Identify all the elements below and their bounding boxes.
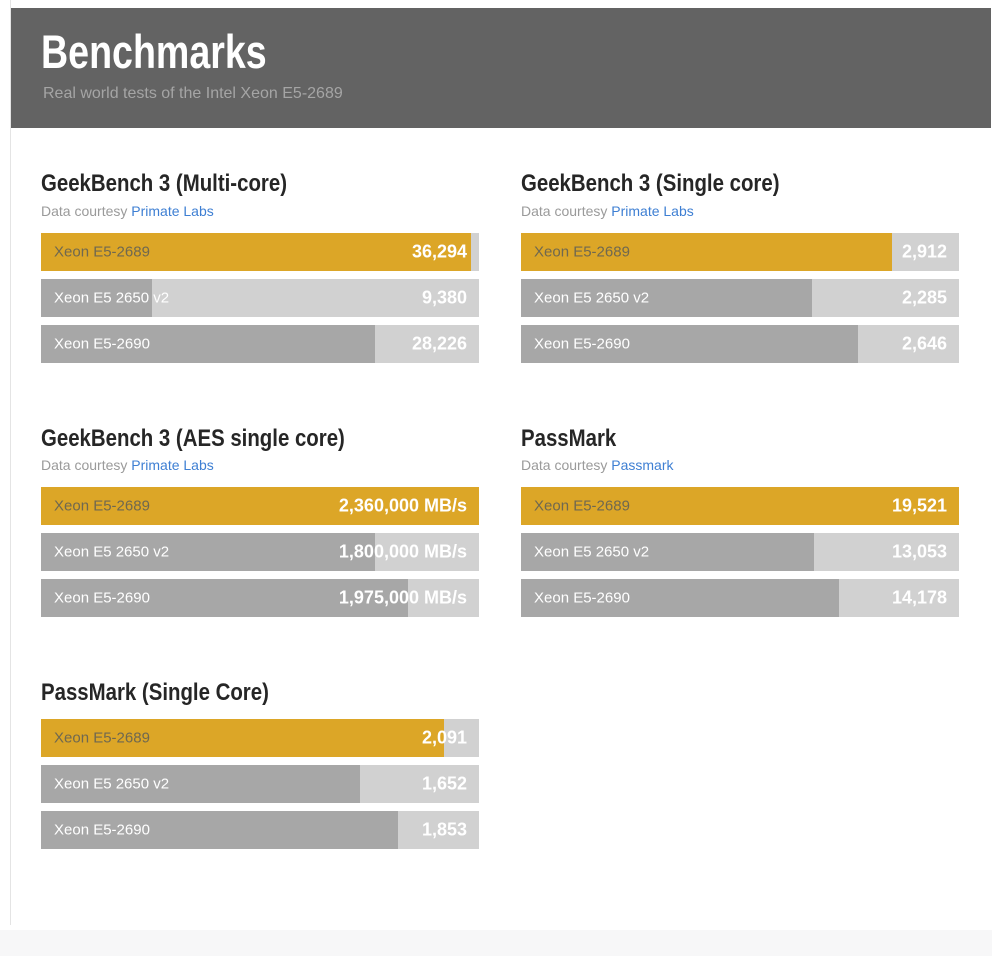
bar-label: Xeon E5 2650 v2 [534,289,650,307]
chart-card: GeekBench 3 (Single core) Data courtesy … [521,170,959,371]
bottom-strip [0,930,992,956]
bar-value: 2,091 [421,727,467,748]
benchmark-bar: Xeon E5-2690 1,975,000 MB/s [41,579,479,618]
chart-bars: Xeon E5-2689 2,912 Xeon E5 2650 v2 2,285… [521,232,959,363]
bar-value: 36,294 [411,241,467,262]
chart-title: PassMark (Single Core) [41,679,269,707]
bar-label: Xeon E5 2650 v2 [534,543,650,561]
bar-label: Xeon E5-2689 [534,243,630,261]
bar-value: 28,226 [411,333,467,354]
benchmark-bar: Xeon E5-2690 28,226 [41,324,479,363]
chart-card: GeekBench 3 (AES single core) Data court… [41,425,479,626]
chart-title: GeekBench 3 (Multi-core) [41,170,287,197]
chart-bars: Xeon E5-2689 36,294 Xeon E5 2650 v2 9,38… [41,232,479,363]
benchmark-bar: Xeon E5-2689 2,360,000 MB/s [41,487,479,526]
chart-courtesy: Data courtesy Passmark [521,457,959,474]
bar-label: Xeon E5 2650 v2 [54,289,170,307]
page-subtitle: Real world tests of the Intel Xeon E5-26… [43,85,343,102]
chart-bars: Xeon E5-2689 2,091 Xeon E5 2650 v2 1,652… [41,718,479,849]
chart-title: PassMark [521,424,617,452]
bar-fill [41,764,360,803]
chart-courtesy: Data courtesy Primate Labs [41,457,479,474]
page-header: Benchmarks Real world tests of the Intel… [11,8,991,128]
courtesy-text: Data courtesy [521,457,612,474]
courtesy-link[interactable]: Passmark [611,457,674,474]
benchmark-bar: Xeon E5-2690 2,646 [521,324,959,363]
courtesy-text: Data courtesy [41,202,132,219]
bar-value: 2,646 [901,333,947,354]
benchmark-bar: Xeon E5-2689 2,912 [521,232,959,271]
bar-fill [41,324,376,363]
bar-value: 13,053 [891,541,947,562]
bar-fill [521,324,858,363]
bar-value: 14,178 [891,587,947,608]
chart-bars: Xeon E5-2689 19,521 Xeon E5 2650 v2 13,0… [521,487,959,618]
courtesy-text: Data courtesy [41,457,132,474]
bar-fill [521,533,815,572]
bar-label: Xeon E5-2690 [534,589,630,607]
chart-card: GeekBench 3 (Multi-core) Data courtesy P… [41,170,479,371]
bar-fill [41,278,153,317]
bar-value: 19,521 [891,495,947,516]
courtesy-link[interactable]: Primate Labs [611,202,694,219]
chart-card: PassMark Data courtesy Passmark Xeon E5-… [521,425,959,626]
bar-value: 1,853 [421,819,467,840]
page-title: Benchmarks [41,25,267,78]
chart-card: PassMark (Single Core) Xeon E5-2689 2,09… [41,679,479,857]
chart-title: GeekBench 3 (Single core) [521,170,780,197]
chart-courtesy: Data courtesy Primate Labs [41,203,479,220]
bar-fill [521,579,839,618]
charts-grid: GeekBench 3 (Multi-core) Data courtesy P… [11,128,991,857]
bar-fill [41,232,471,271]
bar-label: Xeon E5 2650 v2 [54,543,170,561]
benchmark-bar: Xeon E5-2689 2,091 [41,718,479,757]
bar-label: Xeon E5-2689 [534,497,630,515]
bar-value: 1,652 [421,773,467,794]
benchmark-bar: Xeon E5-2689 36,294 [41,232,479,271]
bar-fill [41,810,399,849]
chart-bars: Xeon E5-2689 2,360,000 MB/s Xeon E5 2650… [41,487,479,618]
content-container: Benchmarks Real world tests of the Intel… [10,0,991,925]
bar-fill [41,533,376,572]
bar-label: Xeon E5-2690 [54,589,150,607]
benchmark-bar: Xeon E5 2650 v2 1,800,000 MB/s [41,533,479,572]
bar-fill [41,487,479,526]
benchmark-bar: Xeon E5-2690 14,178 [521,579,959,618]
bar-label: Xeon E5-2689 [54,729,150,747]
bar-label: Xeon E5-2690 [54,821,150,839]
chart-courtesy: Data courtesy Primate Labs [521,203,959,220]
bar-fill [41,579,408,618]
bar-label: Xeon E5 2650 v2 [54,775,170,793]
bar-fill [41,718,445,757]
bar-fill [521,278,812,317]
bar-fill [521,487,959,526]
benchmark-bar: Xeon E5 2650 v2 13,053 [521,533,959,572]
benchmark-bar: Xeon E5 2650 v2 2,285 [521,278,959,317]
bar-value: 2,285 [901,287,947,308]
bar-fill [521,232,892,271]
bar-value: 2,360,000 MB/s [338,495,467,516]
courtesy-link[interactable]: Primate Labs [131,202,214,219]
benchmark-bar: Xeon E5 2650 v2 9,380 [41,278,479,317]
bar-label: Xeon E5-2690 [534,335,630,353]
bar-label: Xeon E5-2690 [54,335,150,353]
bar-value: 2,912 [901,241,947,262]
courtesy-text: Data courtesy [521,202,612,219]
bar-value: 1,800,000 MB/s [338,541,467,562]
chart-title: GeekBench 3 (AES single core) [41,424,345,452]
courtesy-link[interactable]: Primate Labs [131,457,214,474]
benchmark-bar: Xeon E5 2650 v2 1,652 [41,764,479,803]
benchmark-bar: Xeon E5-2690 1,853 [41,810,479,849]
bar-label: Xeon E5-2689 [54,243,150,261]
bar-value: 1,975,000 MB/s [338,587,467,608]
bar-label: Xeon E5-2689 [54,497,150,515]
benchmark-bar: Xeon E5-2689 19,521 [521,487,959,526]
bar-value: 9,380 [421,287,467,308]
